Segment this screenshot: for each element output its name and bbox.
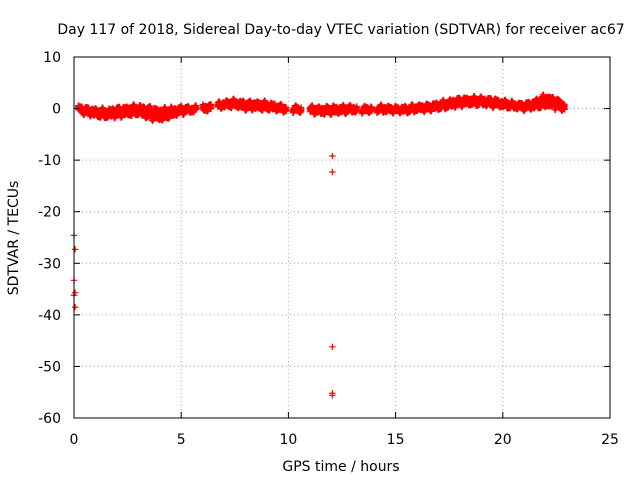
y-tick-label: 0	[52, 102, 61, 118]
axis-ticks: 0 5 10 15 20 25 10 0 -10 -20 -30 -40 -50 -60	[38, 50, 619, 448]
data-point	[329, 152, 336, 160]
data-point	[353, 103, 360, 110]
data-point	[368, 103, 375, 111]
data-point	[130, 101, 138, 108]
y-tick-label: -20	[38, 205, 61, 221]
series-sdtvar	[70, 91, 568, 399]
y-tick-label: -50	[38, 359, 61, 375]
y-tick-label: -10	[38, 153, 61, 169]
data-point	[71, 246, 79, 253]
data-point	[329, 168, 336, 176]
x-tick-label: 25	[601, 432, 619, 448]
x-tick-label: 10	[279, 432, 297, 448]
y-tick-label: -30	[38, 256, 61, 272]
data-point	[329, 343, 336, 351]
data-point	[240, 97, 247, 104]
y-tick-label: -40	[38, 308, 61, 324]
data-point	[502, 96, 509, 103]
x-tick-label: 0	[70, 432, 79, 448]
x-tick-label: 20	[494, 432, 512, 448]
data-point	[207, 101, 215, 108]
data-point	[339, 101, 347, 109]
data-point	[297, 104, 305, 111]
data-point	[282, 104, 290, 111]
plot-frame	[73, 56, 611, 419]
x-tick-label: 5	[177, 432, 186, 448]
data-point	[192, 102, 200, 109]
y-tick-label: 10	[43, 50, 61, 66]
data-point	[71, 303, 79, 311]
y-axis-label: SDTVAR / TECUs	[6, 181, 22, 296]
data-point	[329, 392, 336, 399]
x-tick-label: 15	[387, 432, 405, 448]
chart-title: Day 117 of 2018, Sidereal Day-to-day VTE…	[57, 22, 624, 38]
data-point	[561, 101, 568, 109]
x-axis-label: GPS time / hours	[282, 459, 399, 475]
y-tick-label: -60	[38, 411, 61, 427]
